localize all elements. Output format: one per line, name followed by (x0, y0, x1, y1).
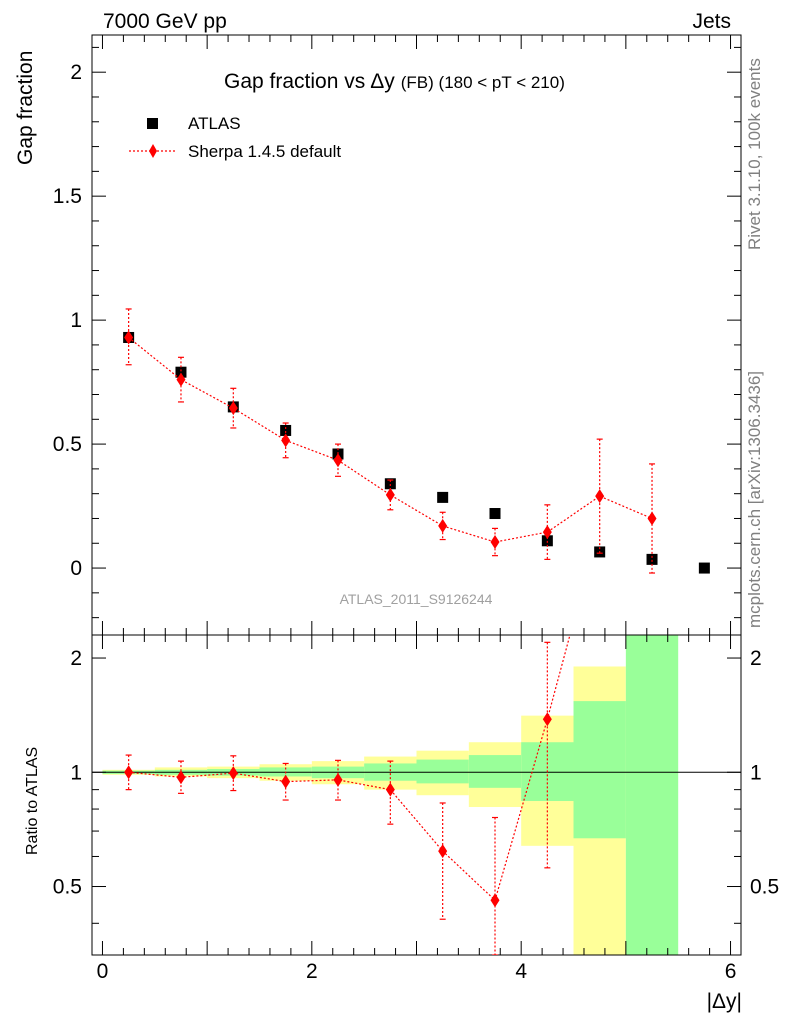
ratio-point (228, 766, 238, 781)
y-tick-label-bottom-left: 1 (70, 761, 82, 784)
atlas-data-point (280, 424, 292, 436)
ratio-point (124, 765, 134, 780)
axes-ticks: 0 2 4 6 0 0.5 1 1.5 2 0.5 0.5 1 1 2 2 (53, 35, 779, 983)
sherpa-point (176, 372, 186, 387)
x-axis-title: |Δy| (707, 990, 742, 1013)
x-tick-label: 2 (306, 960, 318, 983)
atlas-data-point (489, 508, 501, 520)
y-tick-label-bottom-right: 0.5 (750, 876, 779, 899)
atlas-data-point (437, 491, 449, 503)
header-right: Jets (692, 10, 731, 33)
atlas-data-point (698, 562, 710, 574)
x-tick-label: 0 (97, 960, 109, 983)
sherpa-point (438, 518, 448, 533)
stat-uncertainty-band (468, 755, 522, 788)
y-tick-label-bottom-left: 2 (70, 647, 82, 670)
legend-atlas-label: ATLAS (188, 114, 241, 133)
sherpa-point (228, 401, 238, 416)
y-tick-label-bottom-right: 1 (750, 761, 762, 784)
data-points (123, 308, 710, 955)
ratio-point (385, 782, 395, 797)
y-tick-label-top: 0.5 (53, 433, 82, 456)
atlas-data-point (541, 535, 553, 547)
analysis-watermark: ATLAS_2011_S9126244 (340, 591, 493, 607)
sherpa-point (542, 525, 552, 540)
x-tick-label: 4 (515, 960, 527, 983)
stat-uncertainty-band (573, 701, 626, 839)
sherpa-point (490, 535, 500, 550)
atlas-data-point (646, 553, 658, 565)
y-tick-label-top: 2 (70, 61, 82, 84)
ratio-point (281, 774, 291, 789)
ratio-panel-frame (91, 634, 742, 956)
ratio-point (438, 844, 448, 859)
sherpa-point (385, 487, 395, 502)
rivet-version-label: Rivet 3.1.10, 100k events (745, 58, 764, 250)
ratio-point (176, 770, 186, 785)
y-tick-label-top: 1.5 (53, 185, 82, 208)
y-tick-label-bottom-right: 2 (750, 647, 762, 670)
sherpa-point (647, 511, 657, 526)
mcplots-label: mcplots.cern.ch [arXiv:1306.3436] (745, 371, 764, 628)
legend-sherpa-marker (149, 144, 157, 158)
y-axis-title-top: Gap fraction (14, 51, 37, 165)
sherpa-point (281, 433, 291, 448)
ratio-point (542, 712, 552, 727)
sherpa-point (595, 489, 605, 504)
legend-atlas-marker (147, 118, 158, 129)
ratio-point (333, 772, 343, 787)
atlas-data-point (384, 478, 396, 490)
stat-uncertainty-band (416, 759, 469, 784)
y-tick-label-bottom-left: 0.5 (53, 876, 82, 899)
plot-title: Gap fraction vs Δy (FB) (180 < pT < 210) (224, 70, 565, 93)
sherpa-line (128, 337, 653, 543)
y-tick-label-top: 1 (70, 309, 82, 332)
ratio-series (124, 635, 571, 955)
ratio-point (490, 893, 500, 908)
x-tick-label: 6 (725, 960, 737, 983)
stat-uncertainty-band (625, 635, 679, 955)
atlas-data-point (175, 366, 187, 378)
sherpa-point (333, 453, 343, 468)
y-axis-title-bottom: Ratio to ATLAS (24, 747, 41, 855)
header-left: 7000 GeV pp (103, 10, 227, 33)
y-tick-label-top: 0 (70, 557, 82, 580)
sherpa-point (124, 330, 134, 345)
legend-sherpa-label: Sherpa 1.4.5 default (188, 142, 341, 161)
